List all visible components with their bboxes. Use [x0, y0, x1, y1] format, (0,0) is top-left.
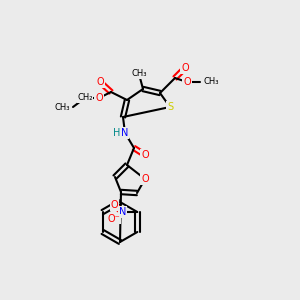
Text: O⁻: O⁻ [108, 214, 121, 224]
Text: O: O [183, 77, 191, 87]
Text: S: S [167, 102, 173, 112]
Text: CH₃: CH₃ [131, 70, 147, 79]
Text: O: O [96, 77, 104, 87]
Text: O: O [141, 150, 149, 160]
Text: N: N [118, 207, 126, 217]
Text: N: N [121, 128, 129, 138]
Text: CH₂: CH₂ [77, 94, 93, 103]
Text: O: O [95, 93, 103, 103]
Text: CH₃: CH₃ [203, 77, 218, 86]
Text: CH₃: CH₃ [55, 103, 70, 112]
Text: O: O [141, 174, 149, 184]
Text: O: O [110, 200, 118, 210]
Text: O: O [181, 63, 189, 73]
Text: H: H [113, 128, 121, 138]
